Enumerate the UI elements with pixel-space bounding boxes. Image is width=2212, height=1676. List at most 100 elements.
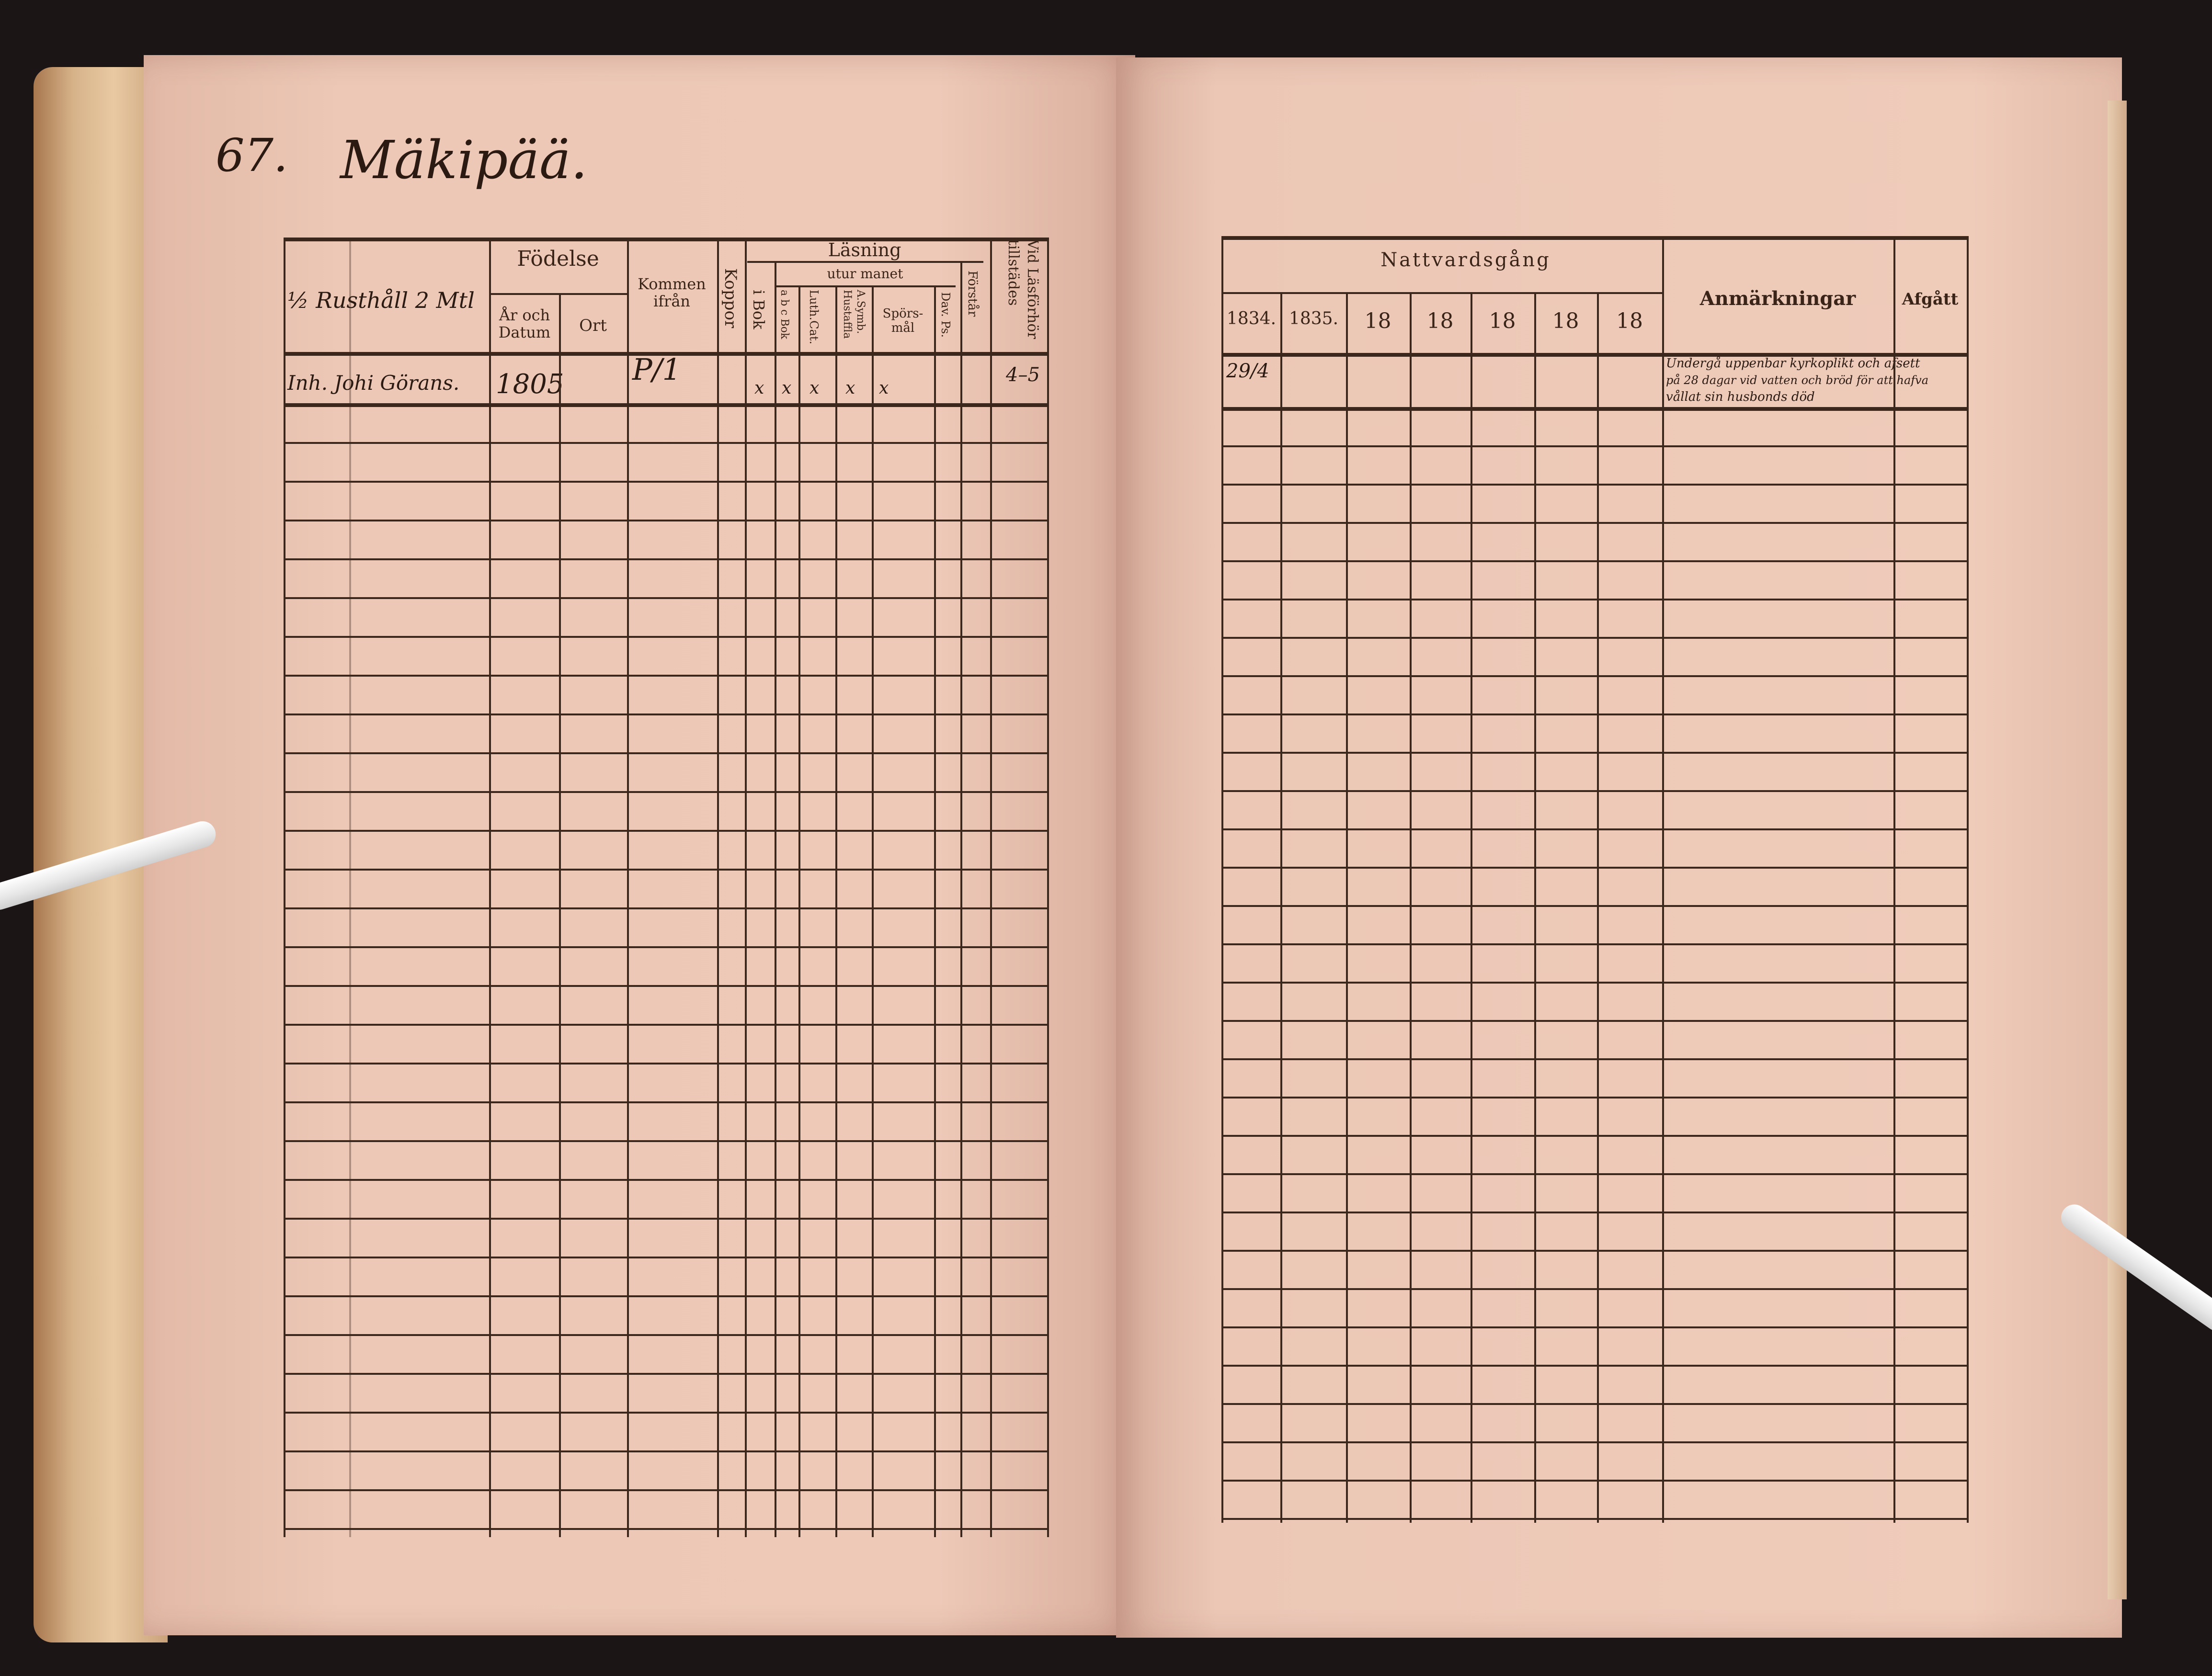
row-rule	[1221, 1250, 1967, 1252]
nattvardsgang-rule	[1221, 292, 1662, 294]
header-year-6: 18	[1552, 309, 1579, 333]
entry-remark-line-2: på 28 dagar vid vatten och bröd för att …	[1666, 374, 1929, 387]
row-rule	[1221, 1212, 1967, 1213]
header-fodelse: Födelse	[517, 247, 599, 271]
fodelse-rule	[489, 293, 627, 295]
column-line	[559, 293, 561, 1537]
row-rule	[1221, 867, 1967, 869]
row-rule	[1221, 637, 1967, 639]
entry-remark-line-1: Undergå uppenbar kyrkoplikt och afsett	[1666, 356, 1920, 371]
right-page-edges	[2108, 101, 2127, 1599]
entry-mark-hustaffla: x	[845, 378, 855, 398]
row-rule	[284, 869, 1047, 871]
row-rule	[284, 1140, 1047, 1142]
header-year-7: 18	[1616, 309, 1643, 333]
household-label: ½ Rusthåll 2 Mtl	[287, 287, 475, 313]
column-line	[489, 238, 491, 1537]
row-rule	[1221, 1365, 1967, 1367]
row-rule	[1221, 1020, 1967, 1022]
header-bottom-rule	[284, 352, 1047, 356]
row-rule	[1221, 905, 1967, 907]
column-line	[798, 285, 800, 1537]
entry-name: Inh. Johi Görans.	[287, 371, 460, 395]
header-i-bok: i Bok	[750, 290, 768, 329]
header-dav-ps: Dav. Ps.	[939, 292, 952, 338]
header-luth-cat: Luth.Cat.	[807, 290, 821, 345]
column-line	[1597, 292, 1599, 1523]
lasning-rule	[747, 261, 983, 263]
header-koppor: Koppor	[721, 268, 740, 328]
header-year-2: 1835.	[1288, 309, 1339, 328]
utur-manet-rule	[775, 285, 956, 287]
row-rule	[284, 1257, 1047, 1258]
column-line	[835, 285, 837, 1537]
row-rule	[1221, 1326, 1967, 1328]
row-rule	[1221, 1518, 1967, 1520]
header-year-5: 18	[1489, 309, 1516, 333]
column-line	[1410, 292, 1412, 1523]
header-abc-bok: a b c Bok	[778, 290, 790, 340]
header-bottom-rule	[1221, 353, 1967, 357]
row-rule	[284, 1334, 1047, 1336]
row-rule	[284, 1218, 1047, 1220]
column-line	[990, 238, 992, 1537]
header-year-3: 18	[1364, 309, 1391, 333]
header-year-4: 18	[1426, 309, 1454, 333]
row-rule	[1221, 943, 1967, 945]
page-number: 67.	[216, 129, 288, 182]
column-line	[717, 238, 719, 1537]
entry-mark-abc-bok: x	[782, 378, 792, 398]
header-top-rule	[1221, 236, 1967, 240]
column-line	[745, 238, 747, 1537]
row-rule	[284, 791, 1047, 793]
row-rule	[284, 985, 1047, 987]
header-vid-lasforhor: Vid Läsförhör tillstädes	[1005, 239, 1041, 339]
header-afgatt: Afgått	[1902, 290, 1959, 309]
row-rule	[1221, 982, 1967, 984]
row-rule	[284, 1063, 1047, 1064]
row-rule	[1221, 484, 1967, 486]
header-forstar: Förstår	[965, 271, 980, 317]
row-rule	[1221, 1173, 1967, 1175]
row-rule	[1221, 407, 1967, 411]
column-line	[627, 238, 629, 1537]
row-rule	[284, 403, 1047, 407]
row-rule	[284, 1528, 1047, 1530]
row-rule	[284, 1489, 1047, 1491]
row-rule	[284, 597, 1047, 599]
row-rule	[1221, 828, 1967, 830]
entry-mark-sporsmal: x	[879, 378, 889, 398]
left-page	[144, 55, 1135, 1635]
header-top-rule	[284, 238, 1047, 241]
row-rule	[1221, 599, 1967, 600]
row-rule	[1221, 713, 1967, 715]
row-rule	[1221, 1288, 1967, 1290]
entry-mark-i-bok: x	[754, 378, 764, 398]
row-rule	[284, 713, 1047, 715]
header-utur-manet: utur manet	[827, 266, 903, 282]
row-rule	[1221, 675, 1967, 677]
row-rule	[284, 1179, 1047, 1181]
column-line	[1047, 238, 1049, 1537]
row-rule	[284, 752, 1047, 754]
row-rule	[1221, 1097, 1967, 1098]
row-rule	[284, 481, 1047, 483]
header-sporsmal: Spörs-mål	[882, 306, 924, 335]
column-line	[1471, 292, 1472, 1523]
row-rule	[284, 1412, 1047, 1414]
header-asymb-hustaffla: A.Symb. Hustaffla	[841, 290, 867, 339]
column-line	[960, 261, 962, 1537]
row-rule	[284, 1101, 1047, 1103]
row-rule	[1221, 445, 1967, 447]
column-line	[1662, 236, 1664, 1523]
column-line	[284, 238, 285, 1537]
header-lasning: Läsning	[828, 239, 901, 260]
entry-mark-luth-cat: x	[810, 378, 820, 398]
column-line	[1346, 292, 1348, 1523]
row-rule	[284, 946, 1047, 948]
row-rule	[1221, 1058, 1967, 1060]
row-rule	[1221, 1403, 1967, 1405]
column-line	[934, 285, 936, 1537]
row-rule	[284, 558, 1047, 560]
column-line	[1967, 236, 1969, 1523]
